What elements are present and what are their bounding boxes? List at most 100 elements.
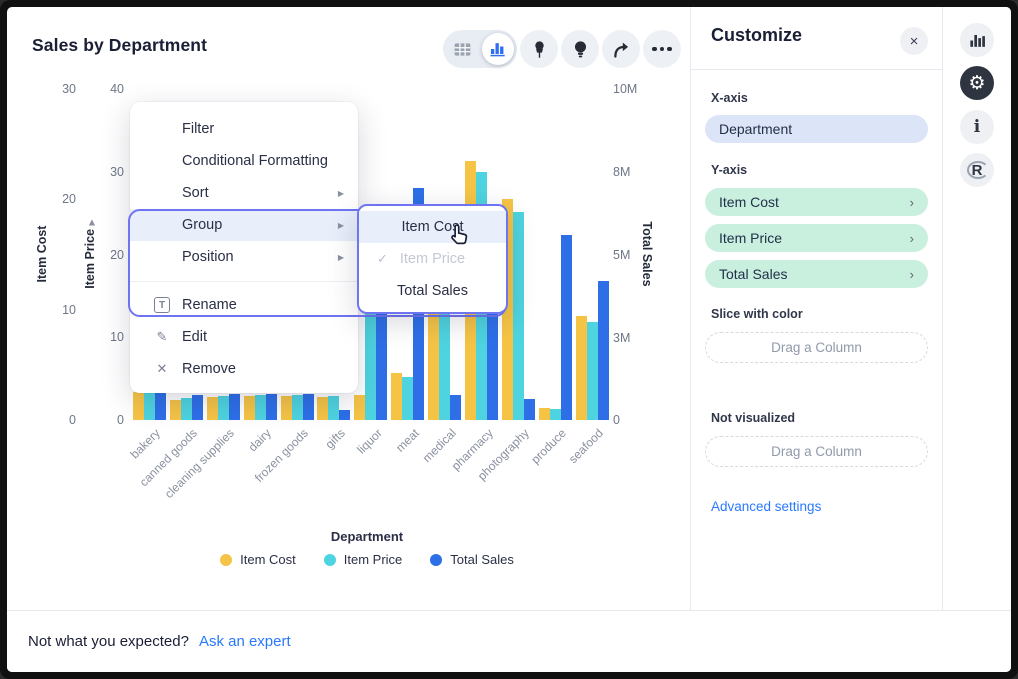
bar-seafood-item-cost[interactable] — [575, 316, 587, 420]
x-axis-title: Department — [330, 529, 404, 544]
chevron-right-icon: › — [909, 230, 914, 246]
close-icon: × — [909, 32, 919, 50]
bar-gifts-item-cost[interactable] — [317, 396, 329, 420]
bar-canned-goods-item-cost[interactable] — [169, 400, 181, 420]
table-icon — [454, 42, 470, 56]
bar-bakery-total-sales[interactable] — [154, 391, 166, 420]
bar-gifts-total-sales[interactable] — [339, 410, 351, 420]
menu-item-remove[interactable]: ✕ Remove — [130, 353, 358, 385]
legend-item-item-cost[interactable]: Item Cost — [220, 552, 296, 567]
menu-item-position[interactable]: Position ▶ — [182, 249, 344, 265]
rail-settings-button[interactable]: ⚙ — [960, 66, 994, 100]
bar-photography-item-price[interactable] — [512, 211, 524, 420]
bar-medical-total-sales[interactable] — [450, 395, 462, 420]
bar-frozen-goods-item-price[interactable] — [291, 395, 303, 420]
chart-view-button[interactable] — [482, 33, 514, 65]
bar-dairy-item-price[interactable] — [254, 395, 266, 420]
y-axis-field-total-sales[interactable]: Total Sales › — [705, 260, 928, 288]
ask-an-expert-link[interactable]: Ask an expert — [198, 633, 291, 650]
menu-item-edit[interactable]: ✎ Edit — [130, 321, 358, 353]
y-axis-section-label: Y-axis — [711, 163, 748, 177]
not-visualized-drop-zone[interactable]: Drag a Column — [705, 436, 928, 467]
bar-liquor-total-sales[interactable] — [376, 237, 388, 420]
slice-with-color-label: Slice with color — [711, 307, 803, 321]
x-axis-field-department[interactable]: Department — [705, 115, 928, 143]
footer-bar: Not what you expected? Ask an expert — [7, 610, 1011, 672]
close-panel-button[interactable]: × — [900, 27, 928, 55]
panel-title: Customize — [711, 25, 803, 45]
checkmark-icon: ✓ — [377, 251, 388, 266]
bar-photography-item-cost[interactable] — [501, 199, 513, 420]
bar-cleaning-supplies-total-sales[interactable] — [228, 393, 240, 420]
tick-left2-20: 20 — [110, 247, 124, 262]
bar-cleaning-supplies-item-price[interactable] — [217, 396, 229, 420]
menu-item-sort[interactable]: Sort ▶ — [182, 185, 344, 201]
table-view-button[interactable] — [446, 33, 478, 65]
bar-produce-total-sales[interactable] — [560, 234, 572, 420]
bar-bakery-item-cost[interactable] — [132, 392, 144, 420]
x-axis-section-label: X-axis — [711, 91, 748, 105]
advanced-settings-link[interactable]: Advanced settings — [711, 499, 822, 514]
bar-dairy-total-sales[interactable] — [265, 393, 277, 420]
menu-item-conditional-formatting[interactable]: Conditional Formatting — [182, 153, 328, 169]
menu-item-filter[interactable]: Filter — [182, 121, 215, 137]
lightbulb-icon — [574, 40, 586, 57]
bar-liquor-item-price[interactable] — [365, 229, 377, 420]
left-axis-title-item-price: Item Price ▶ — [83, 219, 97, 289]
bar-medical-item-price[interactable] — [439, 250, 451, 420]
bar-cleaning-supplies-item-cost[interactable] — [206, 396, 218, 420]
submenu-item-item-cost[interactable]: Item Cost — [359, 211, 506, 243]
settings-icon: ⚙ — [968, 71, 986, 94]
bar-dairy-item-cost[interactable] — [243, 395, 255, 420]
bar-seafood-item-price[interactable] — [586, 322, 598, 420]
left-axis-title-item-cost: Item Cost — [35, 225, 49, 283]
tick-left2-40: 40 — [110, 82, 124, 96]
remove-icon: ✕ — [156, 361, 168, 376]
rail-chart-button[interactable] — [960, 23, 994, 57]
rail-r-button[interactable]: R — [960, 153, 994, 187]
pin-button[interactable] — [520, 30, 558, 68]
share-button[interactable] — [602, 30, 640, 68]
insight-button[interactable] — [561, 30, 599, 68]
tick-left1-20: 20 — [62, 192, 76, 207]
submenu-arrow-icon: ▶ — [337, 252, 344, 262]
chart-legend: Item Cost Item Price Total Sales — [117, 552, 617, 567]
tick-right-8M: 8M — [613, 165, 631, 180]
tick-right-5M: 5M — [613, 247, 631, 262]
bar-pharmacy-total-sales[interactable] — [487, 314, 498, 420]
bar-frozen-goods-total-sales[interactable] — [302, 393, 314, 420]
submenu-item-total-sales[interactable]: Total Sales — [397, 283, 468, 299]
tick-right-0: 0 — [613, 413, 620, 427]
bar-frozen-goods-item-cost[interactable] — [280, 395, 292, 420]
bar-canned-goods-total-sales[interactable] — [191, 395, 203, 420]
legend-item-total-sales[interactable]: Total Sales — [430, 552, 514, 567]
legend-dot — [323, 553, 336, 566]
pin-icon — [534, 40, 544, 58]
legend-item-item-price[interactable]: Item Price — [323, 552, 402, 567]
bar-liquor-item-cost[interactable] — [354, 394, 366, 420]
bar-meat-item-cost[interactable] — [391, 372, 403, 420]
rename-icon: T — [150, 297, 174, 313]
legend-dot — [430, 553, 443, 566]
side-rail: ⚙ i R — [942, 7, 1011, 610]
axis-expand-icon[interactable]: ▶ — [87, 219, 96, 226]
rail-info-button[interactable]: i — [960, 110, 994, 144]
y-axis-field-item-cost[interactable]: Item Cost › — [705, 188, 928, 216]
panel-divider — [691, 69, 942, 70]
bar-canned-goods-item-price[interactable] — [180, 397, 192, 420]
more-button[interactable] — [643, 30, 681, 68]
bar-meat-item-price[interactable] — [402, 377, 414, 420]
menu-item-group[interactable]: Group ▶ — [130, 209, 358, 241]
bar-medical-item-cost[interactable] — [428, 260, 440, 420]
bar-seafood-total-sales[interactable] — [597, 281, 609, 420]
y-axis-field-item-price[interactable]: Item Price › — [705, 224, 928, 252]
bar-produce-item-cost[interactable] — [538, 407, 550, 420]
context-menu: Filter Conditional Formatting Sort ▶ Group ▶ P… — [130, 102, 358, 393]
bar-photography-total-sales[interactable] — [524, 398, 535, 420]
group-submenu: Item Cost ✓ Item Price Total Sales — [357, 204, 508, 314]
bar-produce-item-price[interactable] — [549, 409, 561, 420]
bar-gifts-item-price[interactable] — [328, 396, 340, 420]
bar-bakery-item-price[interactable] — [143, 391, 155, 420]
slice-drop-zone[interactable]: Drag a Column — [705, 332, 928, 363]
menu-item-rename[interactable]: T Rename — [130, 289, 358, 321]
